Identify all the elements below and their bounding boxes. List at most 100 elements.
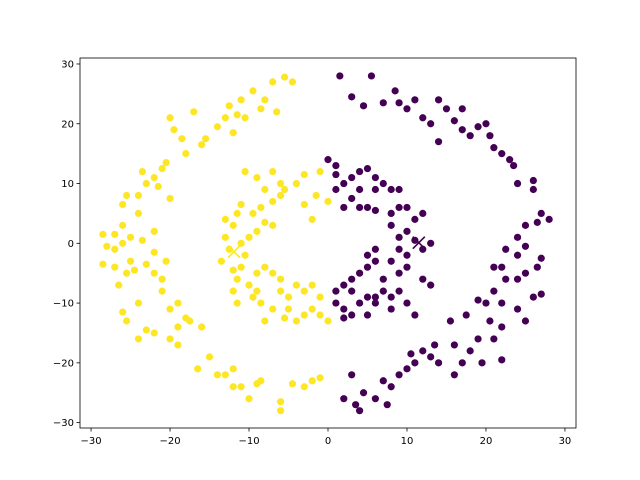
data-point bbox=[403, 263, 411, 271]
data-point bbox=[229, 287, 237, 295]
data-point bbox=[237, 96, 245, 104]
data-point bbox=[513, 251, 522, 259]
data-point bbox=[122, 269, 131, 277]
x-tick-label: −20 bbox=[159, 436, 180, 447]
data-point bbox=[391, 87, 399, 95]
data-point bbox=[352, 401, 360, 409]
data-point bbox=[498, 150, 506, 158]
centroid-x-marker bbox=[227, 245, 241, 259]
data-point bbox=[363, 263, 372, 271]
data-point bbox=[498, 299, 506, 307]
data-point bbox=[521, 221, 530, 229]
data-point bbox=[308, 305, 316, 313]
data-point bbox=[166, 305, 174, 313]
data-point bbox=[348, 311, 356, 319]
data-point bbox=[355, 407, 364, 415]
data-point bbox=[348, 275, 356, 283]
data-point bbox=[253, 269, 261, 277]
data-point bbox=[186, 317, 194, 325]
data-point bbox=[383, 401, 391, 409]
data-point bbox=[288, 78, 297, 86]
data-point bbox=[486, 317, 494, 325]
data-point bbox=[434, 96, 443, 104]
data-point bbox=[142, 179, 150, 188]
data-point bbox=[521, 242, 530, 250]
data-point bbox=[355, 299, 364, 307]
data-point bbox=[269, 221, 277, 229]
data-point bbox=[300, 311, 308, 319]
data-point bbox=[427, 120, 435, 128]
data-point bbox=[490, 263, 498, 271]
y-tick-label: −20 bbox=[53, 358, 74, 369]
data-point bbox=[379, 99, 387, 107]
data-point bbox=[162, 159, 170, 167]
data-point bbox=[170, 126, 178, 134]
data-point bbox=[355, 269, 364, 277]
data-point bbox=[486, 132, 494, 140]
data-point bbox=[419, 347, 427, 355]
data-point bbox=[158, 164, 166, 173]
data-point bbox=[253, 287, 261, 295]
data-point bbox=[269, 305, 277, 313]
data-point bbox=[273, 108, 281, 116]
data-point bbox=[154, 182, 162, 191]
data-point bbox=[395, 233, 403, 241]
data-point bbox=[395, 245, 403, 253]
data-point bbox=[229, 383, 237, 391]
data-point bbox=[458, 126, 466, 134]
data-point bbox=[474, 123, 482, 131]
data-point bbox=[450, 117, 458, 125]
data-point bbox=[332, 161, 340, 170]
data-point bbox=[134, 191, 143, 200]
data-point bbox=[194, 365, 202, 373]
data-point bbox=[229, 365, 237, 373]
data-point bbox=[363, 203, 372, 212]
data-point bbox=[261, 96, 269, 104]
data-point bbox=[308, 215, 316, 223]
data-point bbox=[249, 87, 257, 95]
x-axis: −30 −20 −10 0 10 20 30 bbox=[81, 428, 571, 447]
data-point bbox=[411, 215, 419, 223]
data-point bbox=[221, 233, 229, 241]
data-point bbox=[482, 299, 490, 307]
data-point bbox=[174, 341, 182, 349]
data-points bbox=[99, 72, 553, 415]
data-point bbox=[150, 248, 158, 256]
data-point bbox=[513, 305, 522, 313]
data-point bbox=[478, 359, 486, 367]
data-point bbox=[277, 191, 285, 200]
data-point bbox=[284, 293, 293, 301]
data-point bbox=[446, 317, 455, 325]
data-point bbox=[261, 185, 269, 194]
data-point bbox=[403, 203, 411, 212]
data-point bbox=[533, 263, 541, 271]
data-point bbox=[379, 287, 387, 295]
data-point bbox=[300, 200, 308, 209]
data-point bbox=[122, 317, 131, 325]
data-point bbox=[249, 293, 257, 301]
data-point bbox=[474, 296, 482, 304]
data-point bbox=[348, 93, 356, 101]
data-point bbox=[213, 123, 222, 131]
data-point bbox=[316, 167, 324, 176]
data-point bbox=[348, 194, 356, 203]
data-point bbox=[332, 170, 340, 179]
x-tick-label: 10 bbox=[401, 436, 414, 447]
data-point bbox=[450, 371, 458, 379]
data-point bbox=[233, 299, 241, 307]
data-point bbox=[182, 150, 190, 158]
data-point bbox=[458, 105, 466, 113]
data-point bbox=[217, 257, 225, 265]
data-point bbox=[138, 236, 146, 244]
data-point bbox=[371, 293, 379, 301]
data-point bbox=[225, 245, 233, 253]
data-point bbox=[245, 233, 253, 241]
data-point bbox=[253, 173, 261, 182]
data-point bbox=[387, 185, 395, 194]
data-point bbox=[498, 356, 506, 364]
x-tick-label: 20 bbox=[480, 436, 493, 447]
data-point bbox=[277, 179, 285, 188]
data-point bbox=[150, 329, 158, 337]
data-point bbox=[387, 209, 395, 218]
data-point bbox=[119, 221, 127, 229]
